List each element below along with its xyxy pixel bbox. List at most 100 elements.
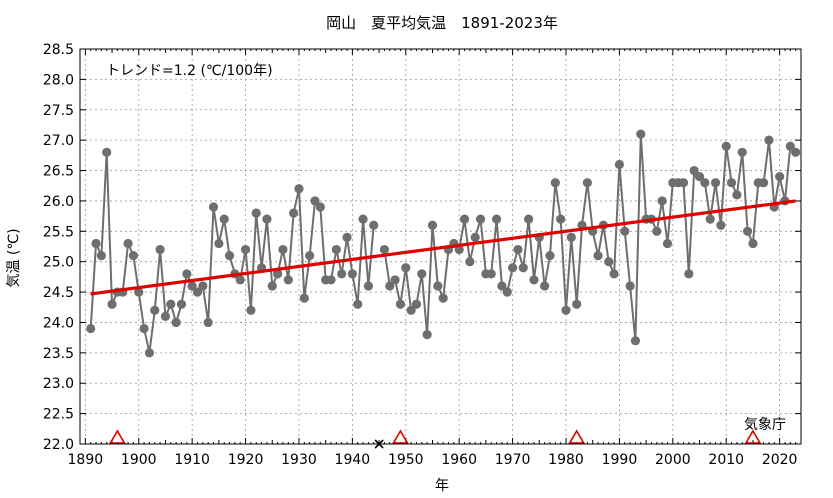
data-point: [219, 214, 229, 224]
data-point: [262, 214, 272, 224]
data-point: [561, 305, 571, 315]
trend-line: [90, 199, 796, 296]
data-point: [128, 251, 139, 261]
x-tick-label: 2010: [708, 452, 744, 468]
data-point: [155, 244, 165, 255]
data-point: [438, 293, 448, 303]
data-point: [625, 281, 635, 291]
data-point: [678, 178, 689, 188]
data-point: [710, 178, 721, 188]
data-point: [187, 281, 197, 291]
grid-lines: [80, 49, 801, 444]
data-point: [454, 244, 464, 255]
data-point: [550, 178, 560, 188]
data-point: [240, 244, 251, 255]
data-point: [102, 147, 112, 157]
data-point: [315, 202, 325, 212]
data-point: [267, 281, 277, 291]
data-point: [475, 214, 486, 224]
data-point: [171, 317, 181, 328]
y-tick-label: 27.5: [43, 103, 74, 119]
data-point: [144, 348, 155, 358]
data-point: [764, 135, 774, 145]
x-tick-label: 1990: [602, 452, 638, 468]
data-point: [411, 299, 422, 309]
data-point: [294, 184, 304, 194]
chart-title: 岡山 夏平均気温 1891-2023年: [326, 14, 558, 32]
data-point: [529, 275, 539, 285]
y-tick-label: 28.5: [43, 42, 74, 58]
data-point: [235, 275, 245, 285]
data-point: [96, 251, 106, 261]
x-axis-label: 年: [435, 478, 449, 494]
data-point: [422, 330, 432, 340]
data-point: [486, 269, 496, 279]
data-point: [540, 281, 550, 291]
data-point: [459, 214, 470, 224]
data-point: [182, 269, 192, 279]
data-point: [347, 269, 357, 279]
data-point: [379, 244, 390, 255]
data-point: [700, 178, 710, 188]
data-point: [214, 238, 224, 249]
data-point: [502, 287, 512, 297]
x-tick-label: 1890: [68, 452, 104, 468]
data-point: [139, 323, 149, 334]
data-point: [331, 244, 341, 255]
data-point: [491, 214, 502, 224]
relocation-triangle-marker: [392, 429, 409, 444]
data-point: [732, 190, 742, 200]
data-point: [689, 165, 699, 176]
data-point: [395, 299, 406, 309]
data-point: [604, 257, 614, 267]
plot-area: [86, 129, 801, 449]
data-point: [748, 238, 758, 249]
data-point: [369, 220, 379, 230]
data-point: [299, 293, 309, 303]
data-point: [337, 269, 347, 279]
data-point: [759, 178, 769, 188]
data-point: [470, 232, 480, 242]
data-point: [684, 269, 694, 279]
series-line: [383, 134, 797, 341]
relocation-triangle-marker: [108, 429, 126, 444]
data-point: [363, 281, 373, 291]
data-point: [507, 263, 518, 273]
data-point: [465, 257, 475, 267]
data-point: [251, 208, 261, 218]
y-axis-label: 気温 (℃): [6, 228, 22, 287]
data-point: [203, 317, 213, 328]
y-tick-label: 22.5: [43, 407, 74, 423]
data-point: [91, 238, 101, 249]
plot-frame: [79, 48, 802, 445]
data-point: [433, 281, 443, 291]
data-point: [620, 226, 630, 236]
data-point: [150, 305, 160, 315]
data-point: [657, 196, 667, 206]
data-point: [86, 323, 96, 334]
data-point: [417, 269, 427, 279]
data-point: [630, 336, 641, 346]
data-point: [166, 299, 176, 309]
y-tick-label: 28.0: [43, 72, 74, 88]
data-point: [192, 287, 203, 297]
x-tick-label: 1930: [281, 452, 317, 468]
data-point: [636, 129, 646, 139]
data-point: [283, 275, 293, 285]
data-point: [726, 178, 737, 188]
relocation-triangle-marker: [744, 429, 762, 444]
y-tick-label: 22.0: [43, 437, 74, 453]
x-tick-label: 1950: [388, 452, 424, 468]
data-point: [721, 141, 731, 151]
x-tick-label: 1960: [441, 452, 477, 468]
y-tick-label: 24.0: [43, 315, 74, 331]
y-tick-label: 23.0: [43, 376, 74, 392]
data-point: [358, 214, 368, 224]
credit-label: 気象庁: [744, 417, 786, 433]
x-tick-label: 1980: [548, 452, 584, 468]
data-point: [385, 281, 395, 291]
data-point: [310, 196, 320, 206]
y-tick-label: 27.0: [43, 133, 74, 149]
data-point: [566, 232, 576, 242]
